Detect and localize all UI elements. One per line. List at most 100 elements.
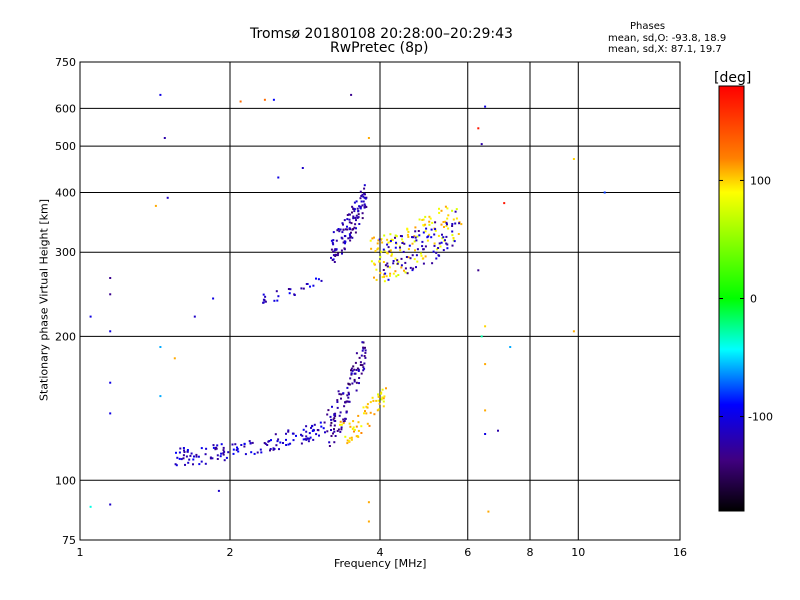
data-point — [358, 356, 361, 359]
data-point — [340, 423, 343, 426]
data-point — [383, 249, 386, 252]
data-point — [437, 247, 440, 249]
data-point — [362, 366, 365, 369]
data-point — [272, 98, 275, 101]
data-point — [445, 235, 448, 238]
data-point — [339, 228, 342, 231]
y-tick-label: 75 — [62, 534, 76, 547]
data-point — [353, 380, 356, 383]
data-point — [431, 221, 434, 224]
data-point — [365, 412, 368, 415]
data-point — [389, 274, 391, 277]
data-point — [416, 248, 419, 251]
data-point — [355, 352, 358, 355]
data-point — [350, 369, 352, 372]
data-point — [392, 262, 395, 265]
data-point — [317, 429, 320, 432]
data-point — [433, 233, 436, 236]
colorbar-tick-label: 100 — [750, 174, 771, 187]
data-point — [443, 226, 445, 228]
data-point — [204, 462, 207, 465]
data-point — [368, 424, 371, 427]
data-point — [350, 231, 352, 234]
data-point — [360, 195, 363, 197]
data-point — [301, 167, 304, 169]
data-point — [439, 245, 442, 248]
data-point — [446, 223, 448, 226]
data-point — [422, 218, 425, 221]
y-tick-label: 500 — [55, 140, 76, 153]
data-point — [455, 217, 458, 220]
data-point — [357, 209, 360, 212]
data-point — [360, 425, 363, 428]
data-point — [222, 452, 225, 455]
data-point — [392, 260, 395, 262]
data-point — [251, 441, 254, 444]
data-point — [234, 443, 237, 446]
data-point — [216, 454, 219, 457]
data-point — [343, 219, 346, 222]
data-point — [310, 426, 312, 429]
data-point — [180, 458, 183, 461]
data-point — [235, 449, 238, 452]
data-point — [300, 442, 303, 445]
data-point — [360, 354, 363, 357]
data-point — [364, 346, 366, 349]
data-point — [186, 450, 189, 453]
data-point — [364, 356, 367, 359]
data-point — [195, 455, 198, 458]
data-point — [380, 398, 383, 401]
data-point — [363, 355, 366, 357]
data-point — [435, 251, 438, 254]
data-point — [438, 211, 441, 214]
data-point — [333, 420, 336, 422]
data-point — [346, 228, 349, 231]
data-point — [394, 236, 396, 239]
data-point — [364, 410, 366, 413]
data-point — [403, 242, 406, 245]
data-point — [451, 230, 454, 233]
data-point — [346, 439, 349, 442]
data-point — [380, 392, 383, 395]
data-point — [309, 436, 312, 439]
data-point — [193, 455, 195, 458]
data-point — [223, 459, 226, 462]
x-tick-label: 10 — [571, 546, 585, 559]
data-point — [272, 448, 275, 451]
data-point — [275, 290, 278, 293]
data-point — [175, 451, 177, 454]
data-point — [359, 361, 362, 364]
data-point — [332, 231, 335, 234]
data-point — [434, 229, 437, 232]
data-point — [438, 254, 441, 257]
data-point — [431, 262, 434, 265]
data-point — [391, 239, 394, 241]
data-point — [231, 443, 234, 446]
data-point — [333, 428, 335, 431]
data-point — [421, 240, 424, 243]
data-point — [412, 267, 415, 270]
data-point — [305, 425, 308, 428]
data-point — [192, 463, 194, 466]
data-point — [340, 428, 343, 431]
data-point — [348, 422, 351, 425]
data-point — [353, 378, 356, 381]
data-point — [349, 425, 352, 428]
data-point — [187, 461, 190, 464]
data-point — [400, 257, 403, 260]
data-point — [285, 438, 287, 441]
data-point — [332, 258, 335, 261]
data-point — [359, 197, 362, 200]
data-point — [195, 453, 198, 456]
data-point — [338, 393, 341, 396]
data-point — [357, 435, 360, 438]
data-point — [350, 438, 353, 441]
data-point — [363, 362, 366, 365]
data-point — [315, 277, 317, 280]
data-point — [364, 197, 367, 200]
data-point — [373, 413, 376, 416]
data-point — [216, 444, 219, 447]
data-point — [353, 210, 356, 213]
data-point — [415, 266, 417, 269]
data-point — [348, 213, 350, 216]
